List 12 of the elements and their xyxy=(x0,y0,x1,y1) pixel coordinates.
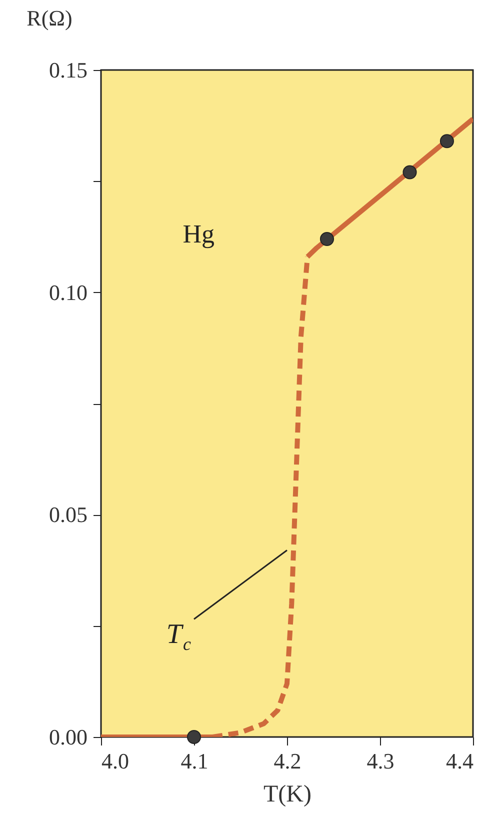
y-tick-label: 0.10 xyxy=(49,280,88,305)
y-tick-label: 0.15 xyxy=(49,58,88,82)
y-tick-label: 0.00 xyxy=(49,724,88,750)
y-tick-label: 0.05 xyxy=(49,502,88,528)
annotation: Hg xyxy=(182,220,215,249)
y-axis-title: R(Ω) xyxy=(26,6,72,30)
x-tick-label: 4.1 xyxy=(180,748,208,774)
x-tick-label: 4.2 xyxy=(274,748,302,774)
x-tick-label: 4.4 xyxy=(446,748,474,774)
x-tick-label: 4.3 xyxy=(366,748,394,774)
x-tick-label: 4.0 xyxy=(102,748,129,774)
x-axis-title: T(K) xyxy=(264,782,312,808)
